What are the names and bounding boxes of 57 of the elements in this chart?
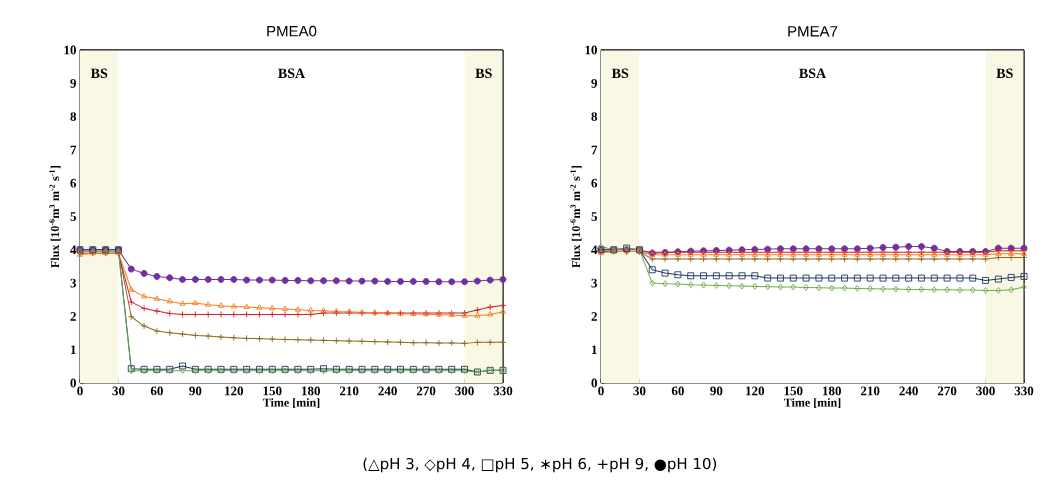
x-tick-label: 120 xyxy=(746,386,765,396)
y-tick-label: 2 xyxy=(70,312,76,321)
x-tick-label: 300 xyxy=(976,386,995,396)
x-tick-label: 270 xyxy=(416,386,436,396)
x-tick-label: 150 xyxy=(784,386,803,396)
band-label: BSA xyxy=(278,68,306,79)
y-tick-label: 10 xyxy=(585,45,597,55)
x-axis-title: Time [min] xyxy=(262,398,320,409)
y-tick-label: 8 xyxy=(591,112,598,121)
x-tick-label: 120 xyxy=(225,386,244,396)
chart-title: PMEA7 xyxy=(788,26,838,37)
x-tick-label: 300 xyxy=(455,386,474,396)
y-tick-label: 0 xyxy=(591,378,597,388)
x-tick-label: 210 xyxy=(860,386,880,396)
x-tick-label: 90 xyxy=(710,386,723,396)
y-tick-label: 1 xyxy=(71,345,76,354)
y-tick-label: 6 xyxy=(591,178,598,188)
x-tick-label: 330 xyxy=(493,386,513,396)
text: (△pH 3, ◇pH 4, □pH 5, ∗pH 6, +pH 9, ●pH 10) xyxy=(363,457,717,473)
band-label: BS xyxy=(996,68,1013,79)
y-tick-label: 1 xyxy=(592,345,597,354)
band-label: BS xyxy=(475,68,492,79)
y-tick-label: 5 xyxy=(591,212,597,221)
x-tick-label: 150 xyxy=(263,386,282,396)
y-tick-label: 9 xyxy=(591,78,598,88)
x-tick-label: 60 xyxy=(671,386,684,396)
x-axis-title: Time [min] xyxy=(783,398,841,409)
y-tick-label: 0 xyxy=(70,378,76,388)
y-tick-label: 6 xyxy=(70,178,77,188)
text: Flux [10$^{-6}$m$^{3}$ m$^{-2}$ s$^{-1}$] xyxy=(570,165,582,268)
band-label: BS xyxy=(90,68,108,79)
y-tick-label: 5 xyxy=(70,212,76,221)
y-tick-label: 7 xyxy=(70,145,77,155)
y-tick-label: 7 xyxy=(591,145,598,155)
y-tick-label: 10 xyxy=(64,45,76,55)
x-tick-label: 60 xyxy=(150,386,163,396)
y-tick-label: 2 xyxy=(591,312,597,321)
band-label: BSA xyxy=(799,68,827,79)
y-tick-label: 9 xyxy=(70,78,77,88)
x-tick-label: 180 xyxy=(302,386,320,396)
x-tick-label: 30 xyxy=(633,386,646,396)
band-label: BS xyxy=(611,68,629,79)
x-tick-label: 210 xyxy=(339,386,359,396)
y-tick-label: 3 xyxy=(70,278,77,288)
y-tick-label: 4 xyxy=(70,245,77,255)
y-tick-label: 4 xyxy=(591,245,598,255)
x-tick-label: 330 xyxy=(1014,386,1034,396)
chart-title: PMEA0 xyxy=(267,25,317,37)
text: Flux [10$^{-6}$m$^{3}$ m$^{-2}$ s$^{-1}$] xyxy=(49,165,61,268)
x-tick-label: 270 xyxy=(937,386,957,396)
x-tick-label: 240 xyxy=(899,386,918,396)
x-tick-label: 180 xyxy=(823,386,841,396)
x-tick-label: 240 xyxy=(378,386,397,396)
y-tick-label: 3 xyxy=(591,278,598,288)
x-tick-label: 30 xyxy=(112,386,125,396)
x-tick-label: 90 xyxy=(189,386,202,396)
y-tick-label: 8 xyxy=(70,112,77,121)
